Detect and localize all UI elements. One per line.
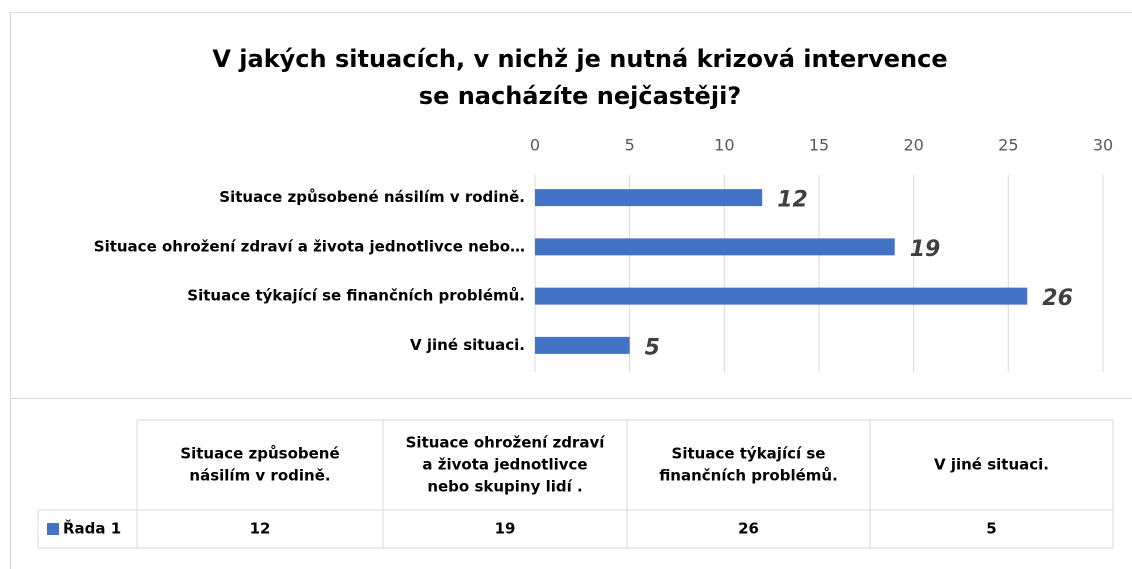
y-tick-label: Situace ohrožení zdraví a života jednotl…	[94, 237, 525, 255]
x-tick-label: 5	[625, 136, 635, 155]
bar	[535, 238, 895, 256]
bar	[535, 336, 630, 354]
table-value: 19	[495, 520, 516, 538]
data-label: 26	[1042, 286, 1073, 311]
table-value: 12	[250, 520, 271, 538]
table-header: Situace ohrožení zdraví	[406, 434, 606, 452]
table-header: finančních problémů.	[659, 467, 838, 485]
data-label: 19	[910, 237, 941, 262]
y-tick-label: Situace způsobené násilím v rodině.	[219, 188, 525, 206]
data-label: 12	[777, 188, 808, 213]
chart-title: se nacházíte nejčastěji?	[419, 82, 741, 110]
x-tick-label: 30	[1093, 136, 1113, 155]
x-tick-label: 15	[809, 136, 829, 155]
legend-swatch	[47, 523, 59, 535]
y-tick-label: Situace týkající se finančních problémů.	[187, 287, 525, 305]
table-header: Situace způsobené	[180, 445, 339, 463]
chart-border	[10, 12, 1132, 569]
table-header: Situace týkající se	[672, 445, 826, 463]
table-header: a života jednotlivce	[422, 456, 587, 474]
y-tick-label: V jiné situaci.	[410, 336, 525, 354]
x-tick-label: 10	[714, 136, 734, 155]
x-tick-label: 20	[903, 136, 923, 155]
table-value: 26	[738, 520, 759, 538]
table-header: V jiné situaci.	[934, 456, 1049, 474]
table-header: násilím v rodině.	[189, 467, 330, 485]
bar	[535, 287, 1028, 305]
bar	[535, 189, 763, 207]
table-header: nebo skupiny lidí .	[427, 478, 582, 496]
x-tick-label: 25	[998, 136, 1018, 155]
data-label: 5	[645, 335, 660, 360]
chart-title: V jakých situacích, v nichž je nutná kri…	[212, 45, 947, 73]
legend-label: Řada 1	[63, 519, 121, 538]
x-tick-label: 0	[530, 136, 540, 155]
table-value: 5	[986, 520, 996, 538]
